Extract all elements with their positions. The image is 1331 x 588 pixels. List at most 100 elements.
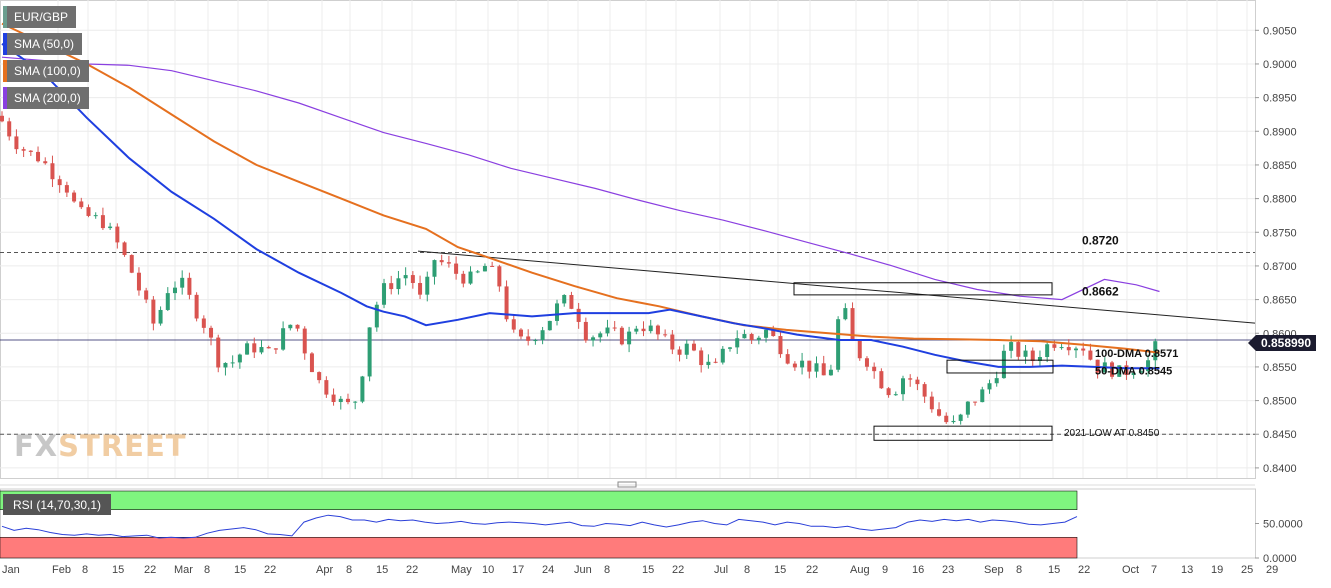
fxstreet-watermark: FXSTREET xyxy=(14,429,187,463)
legend-eurgbp[interactable]: EUR/GBP xyxy=(3,6,77,28)
x-tick-label: 29 xyxy=(1266,564,1278,576)
candle-body xyxy=(555,303,560,321)
candle-body xyxy=(836,319,841,370)
x-tick-label: 8 xyxy=(204,564,210,576)
x-tick-label: 22 xyxy=(672,564,684,576)
y-tick-label: 0.8950 xyxy=(1263,93,1297,105)
legend-sma200[interactable]: SMA (200,0) xyxy=(3,87,89,109)
candle-body xyxy=(259,347,264,353)
y-tick-label: 0.8750 xyxy=(1263,227,1297,239)
candle-body xyxy=(86,207,91,216)
candle-body xyxy=(79,201,84,208)
trendline xyxy=(417,250,1256,324)
x-tick-label: 17 xyxy=(512,564,524,576)
candle-body xyxy=(1073,348,1078,351)
candle-body xyxy=(482,265,487,272)
candle-body xyxy=(309,353,314,373)
label-8662: 0.8662 xyxy=(1082,285,1119,299)
candle-body xyxy=(634,328,639,332)
candle-body xyxy=(828,369,833,376)
candle-body xyxy=(1138,371,1143,373)
legend-label: EUR/GBP xyxy=(14,10,69,24)
candle-body xyxy=(655,325,660,335)
y-tick-label: 0.9000 xyxy=(1263,59,1297,71)
candle-body xyxy=(237,354,242,363)
candle-body xyxy=(36,151,41,162)
candle-body xyxy=(475,271,480,273)
candle-body xyxy=(677,349,682,355)
x-tick-label: Jan xyxy=(2,564,20,576)
x-tick-label: 16 xyxy=(912,564,924,576)
y-tick-label: 0.8700 xyxy=(1263,261,1297,273)
candle-body xyxy=(295,324,300,329)
x-tick-label: 19 xyxy=(1211,564,1223,576)
candle-body xyxy=(1146,360,1151,372)
candle-body xyxy=(1023,350,1028,357)
candle-body xyxy=(994,378,999,384)
candle-body xyxy=(108,226,113,229)
x-tick-label: Aug xyxy=(850,564,870,576)
x-tick-label: Oct xyxy=(1122,564,1139,576)
candle-body xyxy=(569,295,574,309)
candle-body xyxy=(872,366,877,372)
candle-body xyxy=(591,337,596,341)
candle-body xyxy=(367,327,372,377)
current-price-tag: 0.858990 xyxy=(1248,335,1316,351)
label-50dma: 50-DMA 0.8545 xyxy=(1095,365,1172,377)
candle-body xyxy=(100,215,105,229)
candle-body xyxy=(418,282,423,295)
rsi-legend[interactable]: RSI (14,70,30,1) xyxy=(3,494,112,515)
legend-sma100[interactable]: SMA (100,0) xyxy=(3,60,89,82)
current-price-value: 0.858990 xyxy=(1260,336,1312,350)
candle-body xyxy=(929,396,934,410)
candle-body xyxy=(800,360,805,368)
candle-body xyxy=(706,361,711,366)
candle-body xyxy=(771,329,776,337)
candle-body xyxy=(807,360,812,372)
candle-body xyxy=(129,255,134,273)
candle-body xyxy=(403,275,408,279)
candle-body xyxy=(965,401,970,415)
candle-body xyxy=(641,328,646,332)
x-tick-label: 8 xyxy=(346,564,352,576)
candle-body xyxy=(28,150,33,152)
x-tick-label: 24 xyxy=(542,564,554,576)
x-tick-label: 22 xyxy=(1078,564,1090,576)
candle-body xyxy=(864,358,869,367)
candle-body xyxy=(165,293,170,310)
candle-body xyxy=(720,348,725,363)
dma-box xyxy=(946,359,1054,374)
candle-body xyxy=(518,329,523,337)
candle-body xyxy=(1052,344,1057,348)
label-8720: 0.8720 xyxy=(1082,233,1119,247)
candle-body xyxy=(973,401,978,403)
candle-body xyxy=(302,328,307,354)
x-tick-label: 25 xyxy=(1241,564,1253,576)
x-tick-label: 22 xyxy=(406,564,418,576)
y-tick-label: 0.8550 xyxy=(1263,362,1297,374)
candle-body xyxy=(180,277,185,288)
x-tick-label: 15 xyxy=(774,564,786,576)
candle-body xyxy=(540,330,545,341)
candle-body xyxy=(245,343,250,355)
candle-body xyxy=(742,334,747,339)
legend-sma50[interactable]: SMA (50,0) xyxy=(3,33,83,55)
candle-body xyxy=(7,121,12,137)
candle-body xyxy=(14,136,19,150)
candle-body xyxy=(821,363,826,376)
candle-body xyxy=(850,308,855,341)
x-tick-label: 8 xyxy=(1016,564,1022,576)
x-tick-label: 15 xyxy=(1048,564,1060,576)
x-tick-label: 22 xyxy=(806,564,818,576)
candle-body xyxy=(562,295,567,304)
candle-body xyxy=(922,384,927,397)
candle-body xyxy=(136,272,141,291)
candle-body xyxy=(425,276,430,295)
candle-body xyxy=(266,347,271,349)
candle-body xyxy=(915,379,920,385)
legend-label: SMA (100,0) xyxy=(14,64,81,78)
candle-body xyxy=(360,376,365,402)
candle-body xyxy=(439,260,444,263)
y-tick-label: 0.8800 xyxy=(1263,194,1297,206)
